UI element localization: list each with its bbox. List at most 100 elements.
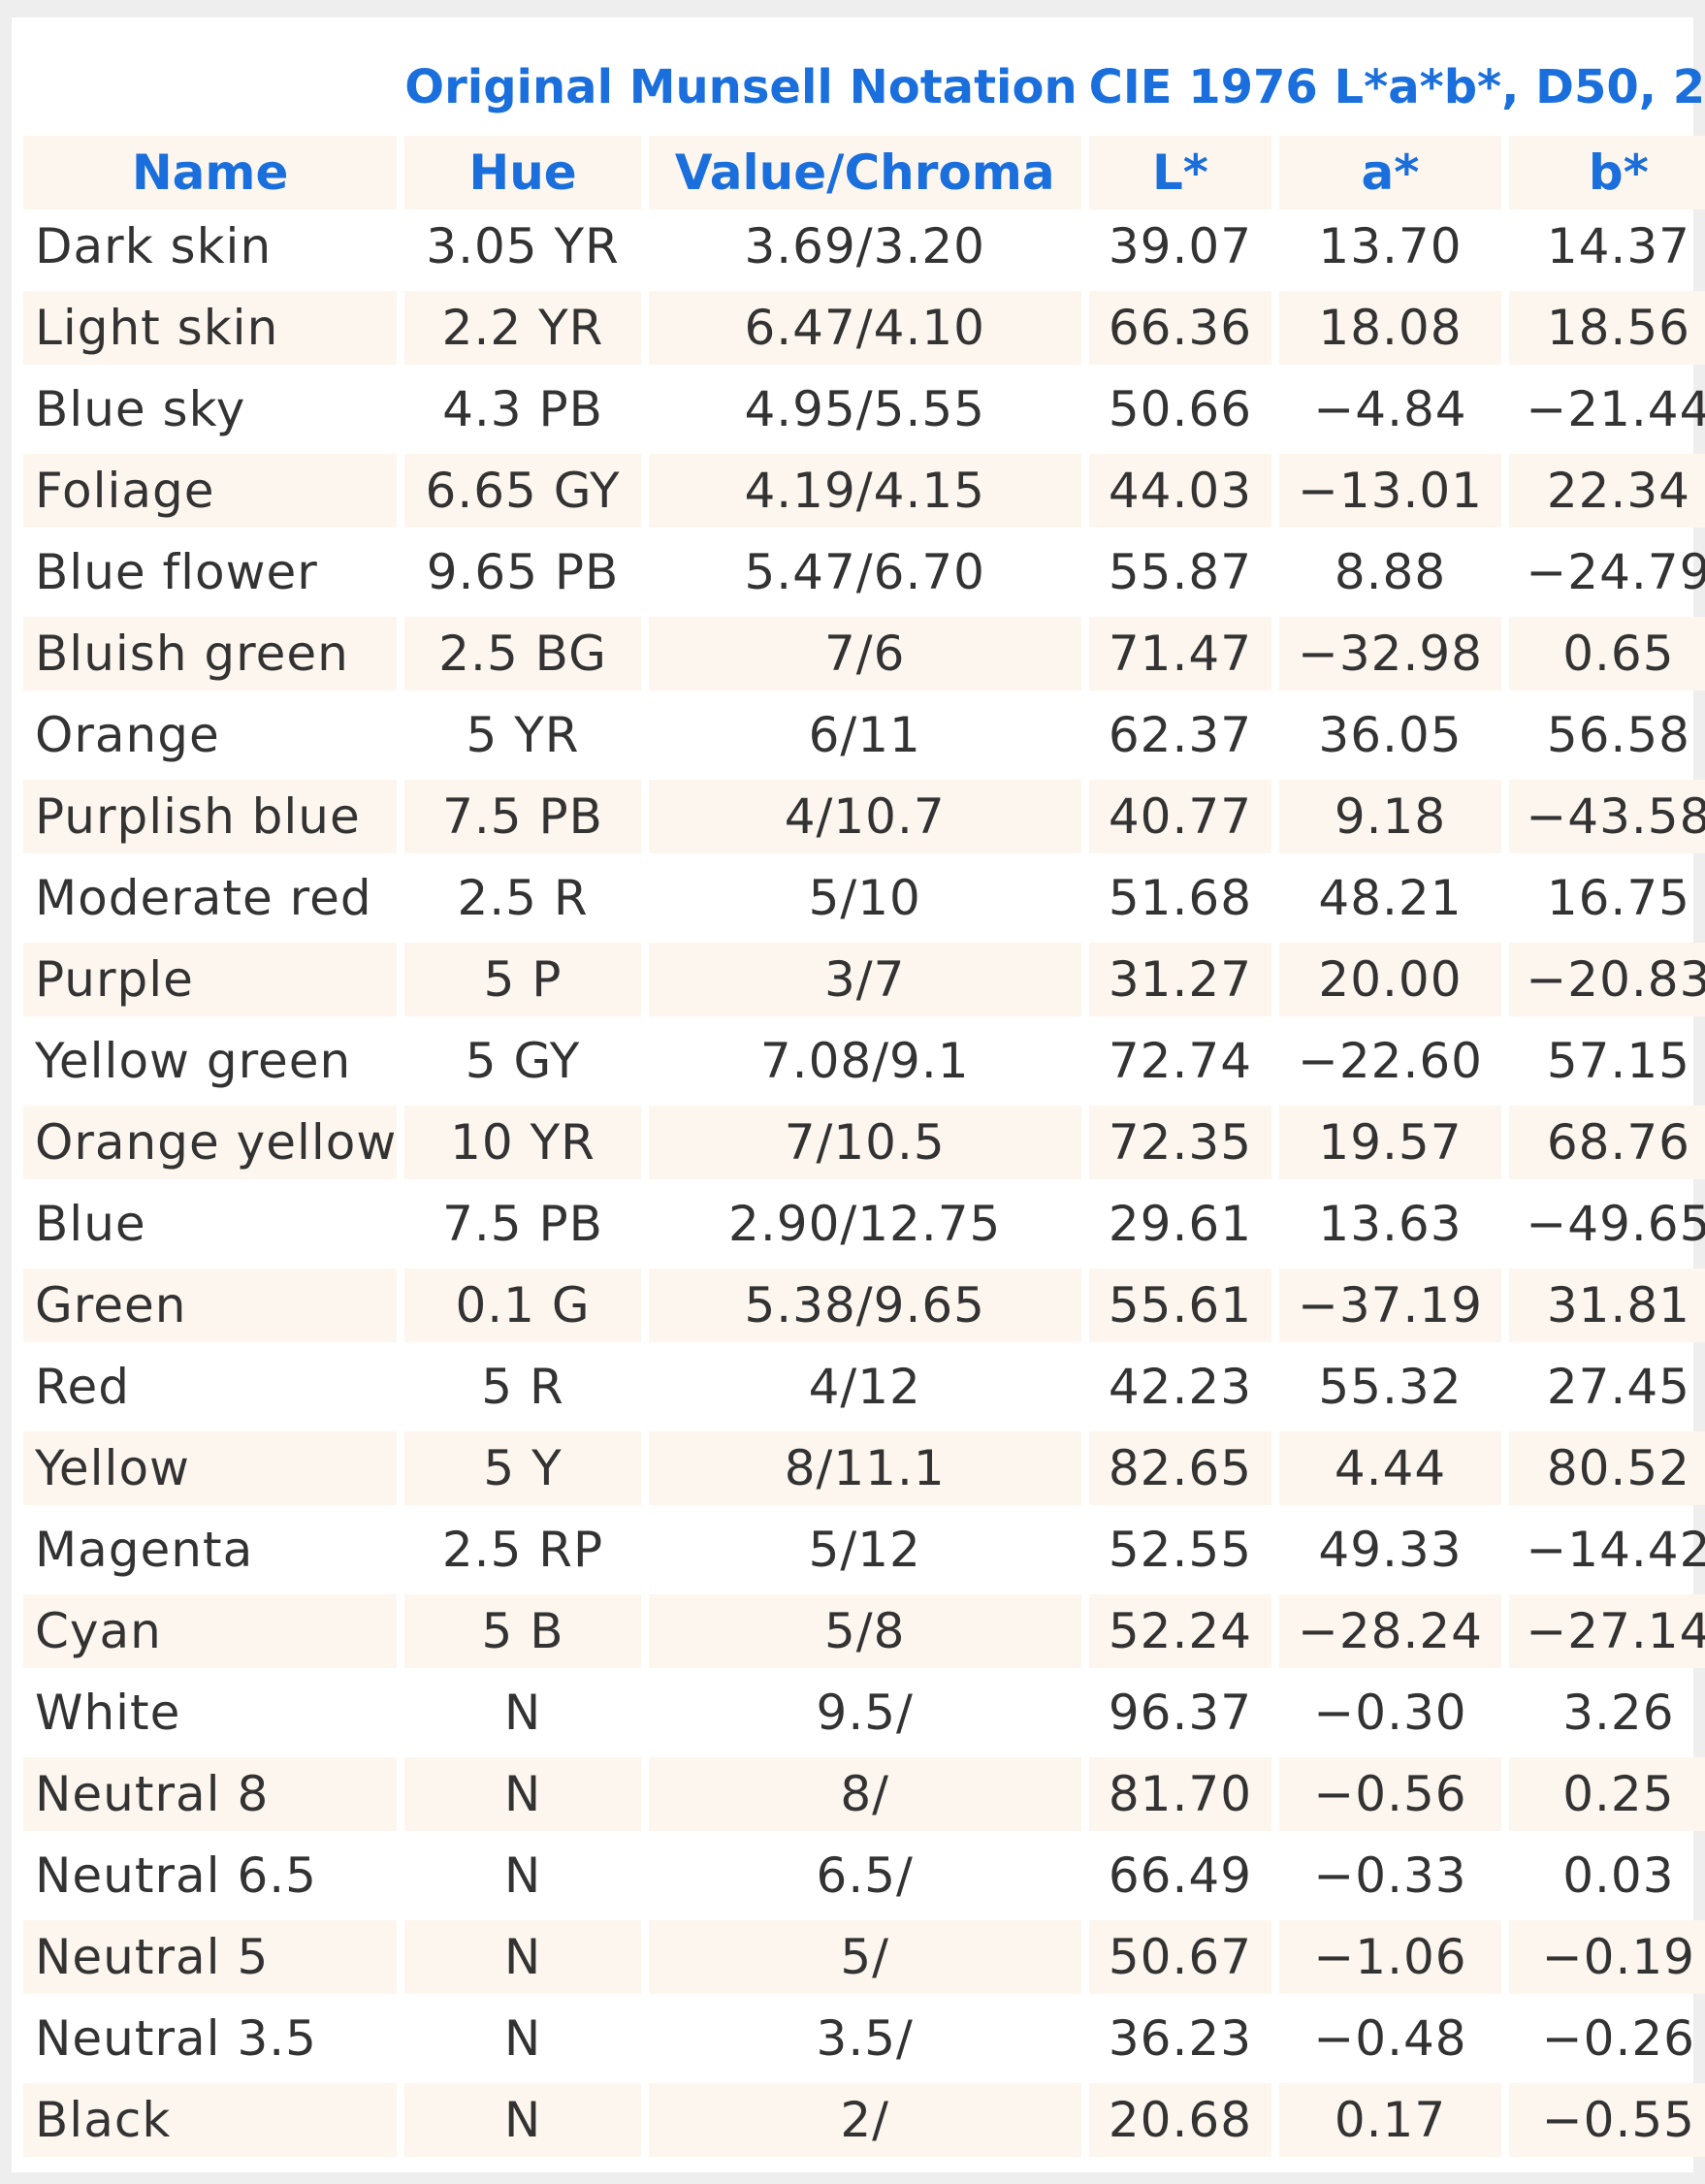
cell-value-chroma: 6.47/4.10 (648, 291, 1081, 365)
cell-value-chroma: 5/8 (648, 1594, 1081, 1668)
cell-b: 0.65 (1508, 617, 1705, 691)
table-row: Moderate red 2.5 R 5/10 51.68 48.21 16.75 (23, 861, 1705, 935)
cell-b: −20.83 (1508, 943, 1705, 1016)
cell-value-chroma: 4/12 (808, 1359, 921, 1415)
cell-value-chroma: 5.38/9.65 (648, 1269, 1081, 1342)
cell-name: Blue (35, 1196, 146, 1252)
cell-value-chroma: 8/11.1 (648, 1431, 1081, 1505)
cell-name: Cyan (23, 1594, 398, 1668)
cell-b: 27.45 (1546, 1359, 1690, 1415)
cell-value-chroma: 3.5/ (816, 2010, 914, 2067)
cell-l: 39.07 (1108, 218, 1253, 274)
table-row: Purplish blue 7.5 PB 4/10.7 40.77 9.18 −43.58 (23, 780, 1705, 853)
cell-hue: 5 R (481, 1359, 564, 1415)
cell-value-chroma: 6.5/ (816, 1847, 914, 1904)
table-row: Purple 5 P 3/7 31.27 20.00 −20.83 (23, 943, 1705, 1016)
cell-l: 96.37 (1108, 1685, 1253, 1741)
cell-a: −4.84 (1313, 381, 1467, 437)
cell-value-chroma: 4.19/4.15 (648, 454, 1081, 528)
cell-hue: N (404, 2083, 641, 2157)
cell-a: 36.05 (1318, 707, 1463, 763)
cell-a: 19.57 (1279, 1106, 1501, 1179)
cell-hue: 2.5 RP (441, 1522, 604, 1578)
cell-a: 4.44 (1279, 1431, 1501, 1505)
cell-hue: 2.2 YR (404, 291, 641, 365)
cell-name: Dark skin (35, 218, 273, 274)
cell-b: −21.44 (1526, 381, 1705, 437)
cell-l: 82.65 (1088, 1431, 1272, 1505)
cell-l: 66.49 (1108, 1847, 1253, 1904)
cell-value-chroma: 3.69/3.20 (744, 218, 985, 274)
cell-name: Purple (23, 943, 398, 1016)
cell-l: 55.61 (1088, 1269, 1272, 1342)
cell-hue: 2.5 BG (404, 617, 641, 691)
cell-l: 62.37 (1108, 707, 1253, 763)
cell-name: Blue flower (35, 544, 318, 600)
cell-l: 20.68 (1088, 2083, 1272, 2157)
cell-a: −0.30 (1313, 1685, 1467, 1741)
cell-hue: 5 YR (466, 707, 580, 763)
column-header-name: Name (23, 136, 398, 209)
cell-a: −22.60 (1297, 1033, 1483, 1089)
table-row: Red 5 R 4/12 42.23 55.32 27.45 (23, 1350, 1705, 1424)
cell-b: −49.65 (1526, 1196, 1705, 1252)
cell-b: −24.79 (1526, 544, 1705, 600)
cell-value-chroma: 6/11 (808, 707, 921, 763)
table-row: Cyan 5 B 5/8 52.24 −28.24 −27.14 (23, 1594, 1705, 1668)
cell-l: 36.23 (1108, 2010, 1253, 2067)
cell-name: White (35, 1685, 181, 1741)
table-row: Bluish green 2.5 BG 7/6 71.47 −32.98 0.65 (23, 617, 1705, 691)
table-body: Dark skin 3.05 YR 3.69/3.20 39.07 13.70 14.37… (23, 209, 1705, 2157)
cell-value-chroma: 5/ (648, 1920, 1081, 1994)
cell-b: 3.26 (1562, 1685, 1675, 1741)
cell-l: 29.61 (1108, 1196, 1253, 1252)
group-header-row: Original Munsell Notation CIE 1976 L*a*b… (23, 47, 1705, 128)
cell-l: 81.70 (1088, 1757, 1272, 1831)
cell-value-chroma: 5.47/6.70 (744, 544, 985, 600)
cell-l: 51.68 (1108, 870, 1253, 926)
cell-hue: 5 Y (404, 1431, 641, 1505)
cell-b: −0.26 (1541, 2010, 1695, 2067)
cell-b: 0.25 (1508, 1757, 1705, 1831)
cell-name: Yellow (23, 1431, 398, 1505)
cell-l: 66.36 (1088, 291, 1272, 365)
cell-l: 55.87 (1108, 544, 1253, 600)
cell-b: 22.34 (1508, 454, 1705, 528)
cell-b: −27.14 (1508, 1594, 1705, 1668)
cell-l: 40.77 (1088, 780, 1272, 853)
table-row: Orange 5 YR 6/11 62.37 36.05 56.58 (23, 698, 1705, 772)
cell-value-chroma: 4/10.7 (648, 780, 1081, 853)
cell-a: −13.01 (1279, 454, 1501, 528)
cell-b: 57.15 (1546, 1033, 1690, 1089)
column-header-row: Name Hue Value/Chroma L* a* b* (23, 136, 1705, 209)
cell-value-chroma: 5/12 (808, 1522, 921, 1578)
cell-value-chroma: 7/6 (648, 617, 1081, 691)
cell-b: −0.55 (1508, 2083, 1705, 2157)
cell-l: 52.55 (1108, 1522, 1253, 1578)
table-row: Blue 7.5 PB 2.90/12.75 29.61 13.63 −49.65 (23, 1187, 1705, 1261)
cell-hue: 10 YR (404, 1106, 641, 1179)
cell-hue: N (404, 1920, 641, 1994)
cell-a: −28.24 (1279, 1594, 1501, 1668)
cie-group-header: CIE 1976 L*a*b*, D50, 2° (1088, 60, 1705, 114)
cell-a: 13.63 (1318, 1196, 1463, 1252)
cell-l: 71.47 (1088, 617, 1272, 691)
munsell-group-header: Original Munsell Notation (404, 60, 1078, 114)
cell-hue: 5 B (404, 1594, 641, 1668)
cell-hue: 7.5 PB (442, 1196, 603, 1252)
cell-l: 52.24 (1088, 1594, 1272, 1668)
cell-name: Light skin (23, 291, 398, 365)
column-header-l: L* (1088, 136, 1272, 209)
cell-hue: N (503, 1847, 542, 1904)
cell-b: −14.42 (1526, 1522, 1705, 1578)
cell-a: −32.98 (1279, 617, 1501, 691)
cell-hue: N (503, 2010, 542, 2067)
cell-hue: 5 P (404, 943, 641, 1016)
cell-b: 56.58 (1546, 707, 1690, 763)
table-row: Neutral 6.5 N 6.5/66.49 −0.33 0.03 (23, 1839, 1705, 1912)
table-row: Foliage 6.65 GY 4.19/4.15 44.03 −13.01 22.34 (23, 454, 1705, 528)
cell-b: 31.81 (1508, 1269, 1705, 1342)
cell-a: 9.18 (1279, 780, 1501, 853)
cell-l: 72.74 (1108, 1033, 1253, 1089)
cell-hue: 2.5 R (457, 870, 589, 926)
